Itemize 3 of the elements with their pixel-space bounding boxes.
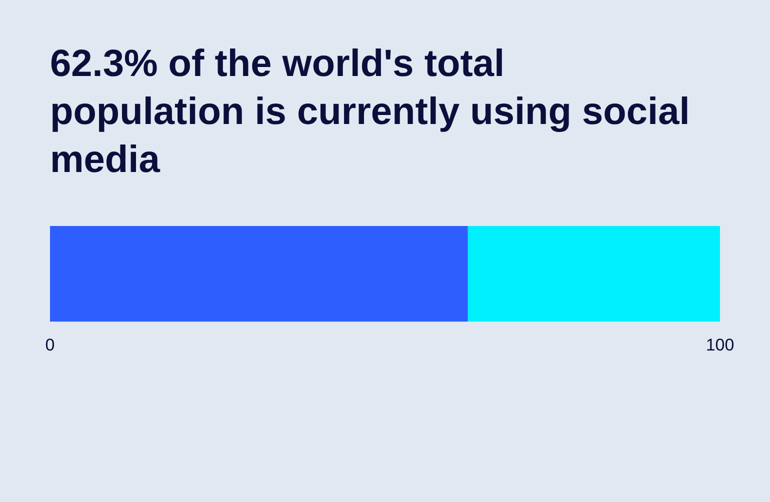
x-tick-label: 0 [45, 335, 55, 354]
x-tick-label: 100 [706, 335, 734, 354]
chart-title: 62.3% of the world's total population is currently using social media [50, 42, 690, 183]
